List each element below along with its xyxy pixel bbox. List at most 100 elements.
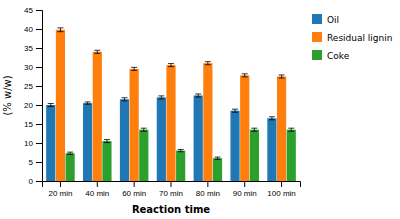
error-bar-cap — [158, 98, 164, 99]
bar-series — [56, 28, 286, 181]
error-bar-cap — [104, 142, 110, 143]
error-bar-cap — [104, 139, 110, 140]
error-bar — [67, 152, 73, 154]
bar — [250, 130, 259, 181]
error-bar — [195, 94, 201, 97]
x-tick-label: 90 min — [233, 189, 257, 198]
error-bar — [215, 157, 221, 159]
error-bar-cap — [48, 103, 54, 104]
x-axis-title: Reaction time — [132, 204, 210, 215]
error-bar-cap — [195, 93, 201, 94]
y-tick: 20 — [24, 101, 42, 110]
error-bar-cap — [121, 97, 127, 98]
bar — [203, 63, 212, 181]
error-bar-cap — [48, 106, 54, 107]
x-tick-label: 80 min — [196, 189, 220, 198]
error-bar-cap — [85, 104, 91, 105]
bar — [93, 52, 102, 181]
error-bar-cap — [269, 119, 275, 120]
y-tick-label: 30 — [24, 63, 33, 72]
error-bar-line — [106, 140, 107, 143]
error-bar — [104, 140, 110, 143]
bar — [176, 151, 185, 181]
error-bar-line — [124, 98, 125, 101]
error-bar — [94, 50, 100, 53]
error-bar-cap — [215, 159, 221, 160]
chart: 05101520253035404520 min40 min60 min70 m… — [0, 0, 400, 219]
legend-item: Oil — [312, 14, 339, 25]
marks — [46, 28, 296, 181]
x-tick: 60 min — [122, 181, 146, 198]
error-bar-cap — [242, 76, 248, 77]
error-bar — [279, 75, 285, 78]
error-bar-cap — [67, 152, 73, 153]
y-tick: 45 — [24, 6, 42, 15]
error-bar — [242, 74, 248, 77]
y-tick-mark — [36, 10, 42, 11]
legend-swatch — [312, 32, 322, 42]
error-bar-line — [207, 62, 208, 65]
legend-swatch — [312, 14, 322, 24]
y-axis: 051015202530354045 — [24, 6, 42, 186]
bar — [230, 111, 239, 181]
error-bar-line — [271, 117, 272, 120]
error-bar-line — [281, 75, 282, 78]
error-bar-cap — [279, 74, 285, 75]
bar — [83, 103, 92, 181]
y-tick-mark — [36, 143, 42, 144]
error-bar-cap — [121, 100, 127, 101]
x-tick-mark — [97, 181, 98, 187]
error-bar — [85, 102, 91, 104]
error-bar-line — [291, 128, 292, 131]
x-tick: 100 min — [267, 181, 295, 198]
bar — [46, 105, 55, 181]
error-bar-cap — [178, 151, 184, 152]
x-tick-mark — [60, 181, 61, 187]
y-tick: 10 — [24, 139, 42, 148]
x-axis: 20 min40 min60 min70 min80 min90 min100 … — [43, 181, 301, 198]
error-bar-cap — [57, 27, 63, 28]
y-tick: 35 — [24, 44, 42, 53]
error-bar-cap — [251, 128, 257, 129]
legend-label: Coke — [327, 51, 350, 61]
legend-label: Oil — [327, 15, 339, 25]
error-bar-cap — [94, 53, 100, 54]
error-bar — [57, 28, 63, 32]
error-bar — [232, 109, 238, 112]
y-tick-label: 35 — [24, 44, 33, 53]
y-axis-title: (% w/w) — [2, 75, 13, 115]
error-bar-line — [134, 67, 135, 70]
y-tick-mark — [36, 67, 42, 68]
x-tick: 20 min — [48, 181, 72, 198]
legend-item: Coke — [312, 50, 350, 61]
error-bar-cap — [232, 112, 238, 113]
error-bar-cap — [141, 128, 147, 129]
bar — [66, 153, 75, 181]
error-bar-cap — [288, 128, 294, 129]
x-tick: 40 min — [85, 181, 109, 198]
y-axis-line — [36, 11, 43, 182]
error-bar-cap — [232, 109, 238, 110]
x-tick: 90 min — [233, 181, 257, 198]
bar — [56, 30, 65, 181]
y-tick-mark — [36, 86, 42, 87]
y-tick: 30 — [24, 63, 42, 72]
bar — [287, 130, 296, 181]
bar-series — [66, 128, 296, 181]
error-bar-cap — [205, 61, 211, 62]
y-tick-mark — [36, 181, 42, 182]
error-bar-line — [97, 50, 98, 53]
bar — [267, 118, 276, 181]
x-tick: 80 min — [196, 181, 220, 198]
error-bar — [131, 67, 137, 70]
error-bar-cap — [131, 70, 137, 71]
error-bar-line — [198, 94, 199, 97]
y-tick-label: 25 — [24, 82, 33, 91]
y-tick-label: 40 — [24, 25, 33, 34]
error-bar-cap — [168, 63, 174, 64]
legend: OilResidual ligninCoke — [312, 14, 393, 61]
y-tick-label: 45 — [24, 6, 33, 15]
error-bar-line — [254, 128, 255, 131]
error-bar-line — [171, 64, 172, 67]
x-tick-mark — [134, 181, 135, 187]
